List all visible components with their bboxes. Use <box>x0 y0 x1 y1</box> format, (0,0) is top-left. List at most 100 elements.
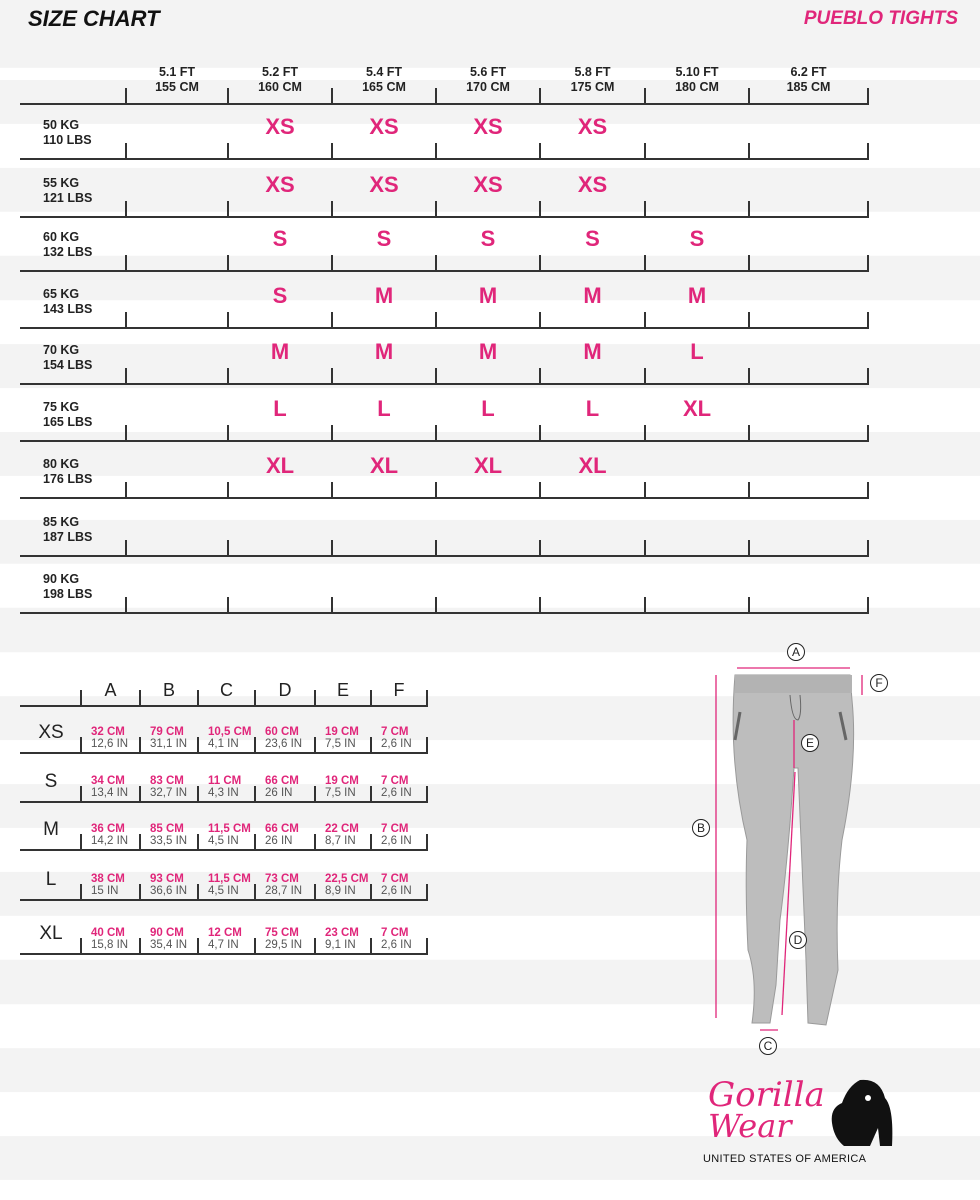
measurement-cm: 60 CM <box>265 726 299 738</box>
measure-tick <box>254 690 256 706</box>
size-cell: XL <box>682 396 712 421</box>
weight-row-header: 85 KG 187 LBS <box>43 515 92 545</box>
measure-row-line <box>20 899 428 901</box>
measure-tick <box>139 834 141 850</box>
height-ft: 6.2 FT <box>790 65 827 79</box>
measure-tick <box>197 834 199 850</box>
measurement-column-header: A <box>104 680 117 700</box>
grid-tick <box>435 540 437 556</box>
grid-tick <box>435 368 437 384</box>
size-cell: XS <box>265 172 295 197</box>
height-ft: 5.1 FT <box>158 65 196 79</box>
measure-tick <box>197 690 199 706</box>
weight-kg: 50 KG <box>43 118 80 132</box>
measurement-cm: 22,5 CM <box>325 873 369 885</box>
grid-tick <box>748 540 750 556</box>
grid-tick <box>227 597 229 613</box>
brand-logo: Gorilla Wear UNITED STATES OF AMERICA <box>700 1075 900 1170</box>
measure-tick <box>139 884 141 900</box>
measure-tick <box>254 786 256 802</box>
grid-tick <box>125 143 127 159</box>
measurement-in: 33,5 IN <box>150 835 188 847</box>
grid-tick <box>125 88 127 104</box>
measurement-in: 2,6 IN <box>381 738 412 750</box>
measure-tick <box>314 786 316 802</box>
grid-tick <box>125 425 127 441</box>
grid-tick <box>331 425 333 441</box>
measurement-in: 14,2 IN <box>91 835 129 847</box>
grid-tick <box>644 540 646 556</box>
measurement-in: 36,6 IN <box>150 885 188 897</box>
grid-tick <box>125 201 127 217</box>
size-cell: M <box>583 339 602 364</box>
measurement-cm: 90 CM <box>150 927 184 939</box>
grid-row-line <box>20 158 869 160</box>
grid-tick <box>331 255 333 271</box>
grid-tick <box>331 201 333 217</box>
measure-tick <box>370 690 372 706</box>
grid-tick <box>125 312 127 328</box>
size-cell: S <box>272 226 288 251</box>
label-f: F <box>870 674 888 692</box>
measurement-cm: 7 CM <box>381 726 409 738</box>
measure-tick <box>426 786 428 802</box>
header-bar: SIZE CHART PUEBLO TIGHTS <box>0 0 980 37</box>
grid-row-line <box>20 612 869 614</box>
measure-tick <box>370 938 372 954</box>
measurement-cm: 7 CM <box>381 927 409 939</box>
size-cell: S <box>585 226 600 251</box>
grid-tick <box>748 88 750 104</box>
size-cell: XS <box>473 114 503 139</box>
weight-lbs: 176 LBS <box>43 472 93 486</box>
measurement-in: 12,6 IN <box>91 738 129 750</box>
grid-tick <box>644 312 646 328</box>
measurement-cm: 79 CM <box>150 726 184 738</box>
weight-lbs: 154 LBS <box>43 358 93 372</box>
weight-kg: 90 KG <box>43 572 80 586</box>
measurement-cm: 19 CM <box>325 775 359 787</box>
measure-tick <box>139 938 141 954</box>
grid-tick <box>125 368 127 384</box>
logo-tagline: UNITED STATES OF AMERICA <box>703 1153 867 1165</box>
grid-tick <box>539 368 541 384</box>
size-cell: M <box>270 339 290 364</box>
grid-tick <box>435 312 437 328</box>
measure-tick <box>254 938 256 954</box>
grid-tick <box>644 255 646 271</box>
grid-tick <box>644 597 646 613</box>
measurement-in: 28,7 IN <box>265 885 303 897</box>
measurement-size-label: XS <box>38 722 64 743</box>
grid-tick <box>748 143 750 159</box>
height-ft: 5.6 FT <box>469 65 507 79</box>
grid-tick <box>125 255 127 271</box>
measure-tick <box>426 834 428 850</box>
weight-lbs: 165 LBS <box>43 415 93 429</box>
measurement-cm: 66 CM <box>265 775 299 787</box>
grid-tick <box>125 482 127 498</box>
measurement-in: 4,7 IN <box>208 939 239 951</box>
measure-tick <box>254 737 256 753</box>
measurement-cm: 22 CM <box>325 823 359 835</box>
grid-tick <box>227 482 229 498</box>
measure-tick <box>197 884 199 900</box>
weight-kg: 60 KG <box>43 230 80 244</box>
height-column-header: 5.2 FT 160 CM <box>228 65 332 95</box>
measure-tick <box>314 938 316 954</box>
weight-kg: 65 KG <box>43 287 80 301</box>
grid-tick <box>227 540 229 556</box>
measurement-in: 8,7 IN <box>325 835 356 847</box>
size-cell: S <box>480 226 496 251</box>
size-cell: L <box>585 396 600 421</box>
size-cell: XS <box>369 172 399 197</box>
measure-tick <box>254 884 256 900</box>
measurement-cm: 11 CM <box>208 775 242 787</box>
grid-tick <box>227 88 229 104</box>
measurement-cm: 38 CM <box>91 873 125 885</box>
height-column-header: 5.1 FT 155 CM <box>126 65 228 95</box>
product-name: PUEBLO TIGHTS <box>803 8 958 29</box>
weight-lbs: 198 LBS <box>43 587 93 601</box>
label-b: B <box>692 819 710 837</box>
grid-tick <box>331 540 333 556</box>
grid-tick <box>435 425 437 441</box>
label-a: A <box>787 643 805 661</box>
